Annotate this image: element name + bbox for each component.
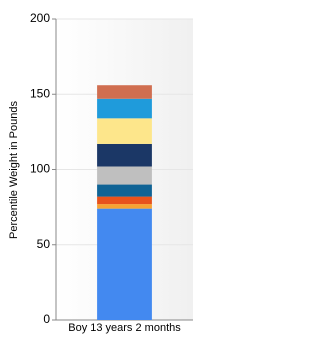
- bar-segment: [97, 196, 152, 205]
- bar-segment: [97, 118, 152, 144]
- y-tick-label: 150: [30, 86, 50, 100]
- bar-segment: [97, 85, 152, 99]
- y-tick-label: 100: [30, 162, 50, 176]
- bar-segment: [97, 143, 152, 167]
- bar-segment: [97, 204, 152, 209]
- y-axis-label: Percentile Weight in Pounds: [8, 101, 20, 239]
- bar-segment: [97, 208, 152, 320]
- y-tick-label: 50: [37, 237, 51, 251]
- y-tick-label: 0: [43, 312, 50, 326]
- x-tick-label: Boy 13 years 2 months: [68, 322, 181, 334]
- bar-segment: [97, 166, 152, 185]
- bar-segment: [97, 184, 152, 197]
- y-tick-label: 200: [30, 11, 50, 25]
- bar-segment: [97, 98, 152, 119]
- chart: Percentile Weight in Pounds 0 50 100 150 200…: [8, 11, 193, 334]
